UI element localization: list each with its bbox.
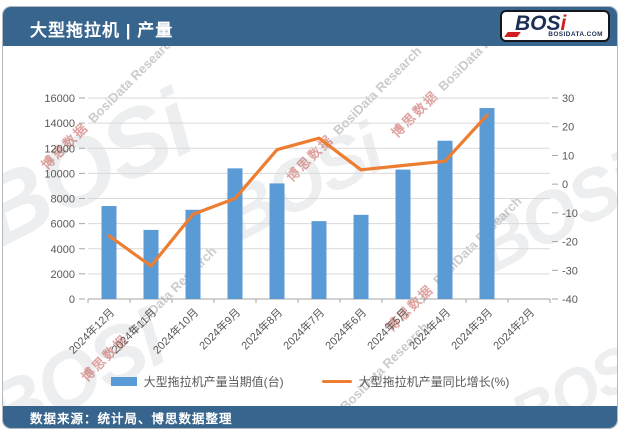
category-label: 2024年6月: [322, 305, 369, 352]
production-chart: 0 2000 4000 6000 8000 10000 12000 14000 16000 30 2…: [44, 93, 578, 357]
logo-text: BOSi: [515, 12, 567, 35]
category-label: 2024年8月: [238, 305, 285, 352]
bar: [395, 169, 411, 299]
growth-line: [107, 113, 489, 268]
right-axis-labels: 30 20 10 0 -10 -20 -30 -40: [562, 93, 578, 306]
category-label: 2024年10月: [150, 305, 201, 356]
bar: [227, 168, 243, 299]
right-axis-tick-label: -40: [562, 294, 578, 306]
left-axis-tick-label: 10000: [44, 168, 75, 180]
left-axis-tick-label: 16000: [44, 93, 75, 105]
category-label: 2024年4月: [406, 305, 453, 352]
right-axis-tick-label: -20: [562, 237, 578, 249]
header-bar: 大型拖拉机 | 产量 BOSi BOSIDATA.COM: [3, 7, 617, 46]
x-axis-labels: 2024年12月2024年11月2024年10月2024年9月2024年8月20…: [66, 305, 537, 356]
left-axis-tick-label: 2000: [51, 269, 75, 281]
brand-logo: BOSi BOSIDATA.COM: [500, 10, 610, 42]
category-label: 2024年2月: [490, 305, 537, 352]
logo-subtext: BOSIDATA.COM: [548, 31, 603, 38]
right-axis-tick-label: -30: [562, 265, 578, 277]
page-title: 大型拖拉机 | 产量: [30, 21, 174, 40]
right-axis-tick-label: 0: [562, 179, 568, 191]
line-swatch-icon: [321, 380, 352, 383]
left-axis-tick-label: 6000: [51, 219, 75, 231]
left-axis-labels: 0 2000 4000 6000 8000 10000 12000 14000 16000: [44, 93, 75, 306]
bar: [185, 209, 201, 299]
legend-item-production: 大型拖拉机产量当期值(台): [110, 373, 284, 390]
right-axis-tick-label: -10: [562, 208, 578, 220]
report-card: BOSi BOSi BOSi BOSi BOSi 博思数据BosiData Researc…: [2, 6, 618, 429]
data-source-note: 数据来源：统计局、博思数据整理: [30, 411, 233, 426]
bars-production-series: [101, 108, 495, 299]
category-label: 2024年12月: [66, 305, 117, 356]
legend-item-growth: 大型拖拉机产量同比增长(%): [321, 373, 510, 390]
left-axis-tick-label: 12000: [44, 143, 75, 155]
left-axis-tick-label: 8000: [51, 194, 75, 206]
left-axis-tick-label: 0: [69, 294, 75, 306]
right-axis-tick-label: 20: [562, 122, 574, 134]
category-label: 2024年7月: [280, 305, 327, 352]
bar: [479, 108, 495, 299]
category-label: 2024年5月: [364, 305, 411, 352]
chart-legend: 大型拖拉机产量当期值(台) 大型拖拉机产量同比增长(%): [3, 373, 617, 390]
bar-swatch-icon: [110, 377, 137, 386]
bar: [101, 206, 117, 299]
category-label: 2024年3月: [448, 305, 495, 352]
axis-ticks: [79, 97, 558, 303]
bar: [437, 140, 453, 299]
right-axis-tick-label: 30: [562, 93, 574, 105]
category-label: 2024年9月: [196, 305, 243, 352]
right-axis-tick-label: 10: [562, 150, 574, 162]
bar: [269, 183, 285, 299]
footer-bar: 数据来源：统计局、博思数据整理: [3, 406, 617, 428]
bar: [353, 214, 369, 299]
left-axis-tick-label: 14000: [44, 118, 75, 130]
legend-label-production: 大型拖拉机产量当期值(台): [143, 375, 284, 389]
left-axis-tick-label: 4000: [51, 244, 75, 256]
bar: [311, 221, 327, 299]
legend-label-growth: 大型拖拉机产量同比增长(%): [358, 375, 510, 389]
